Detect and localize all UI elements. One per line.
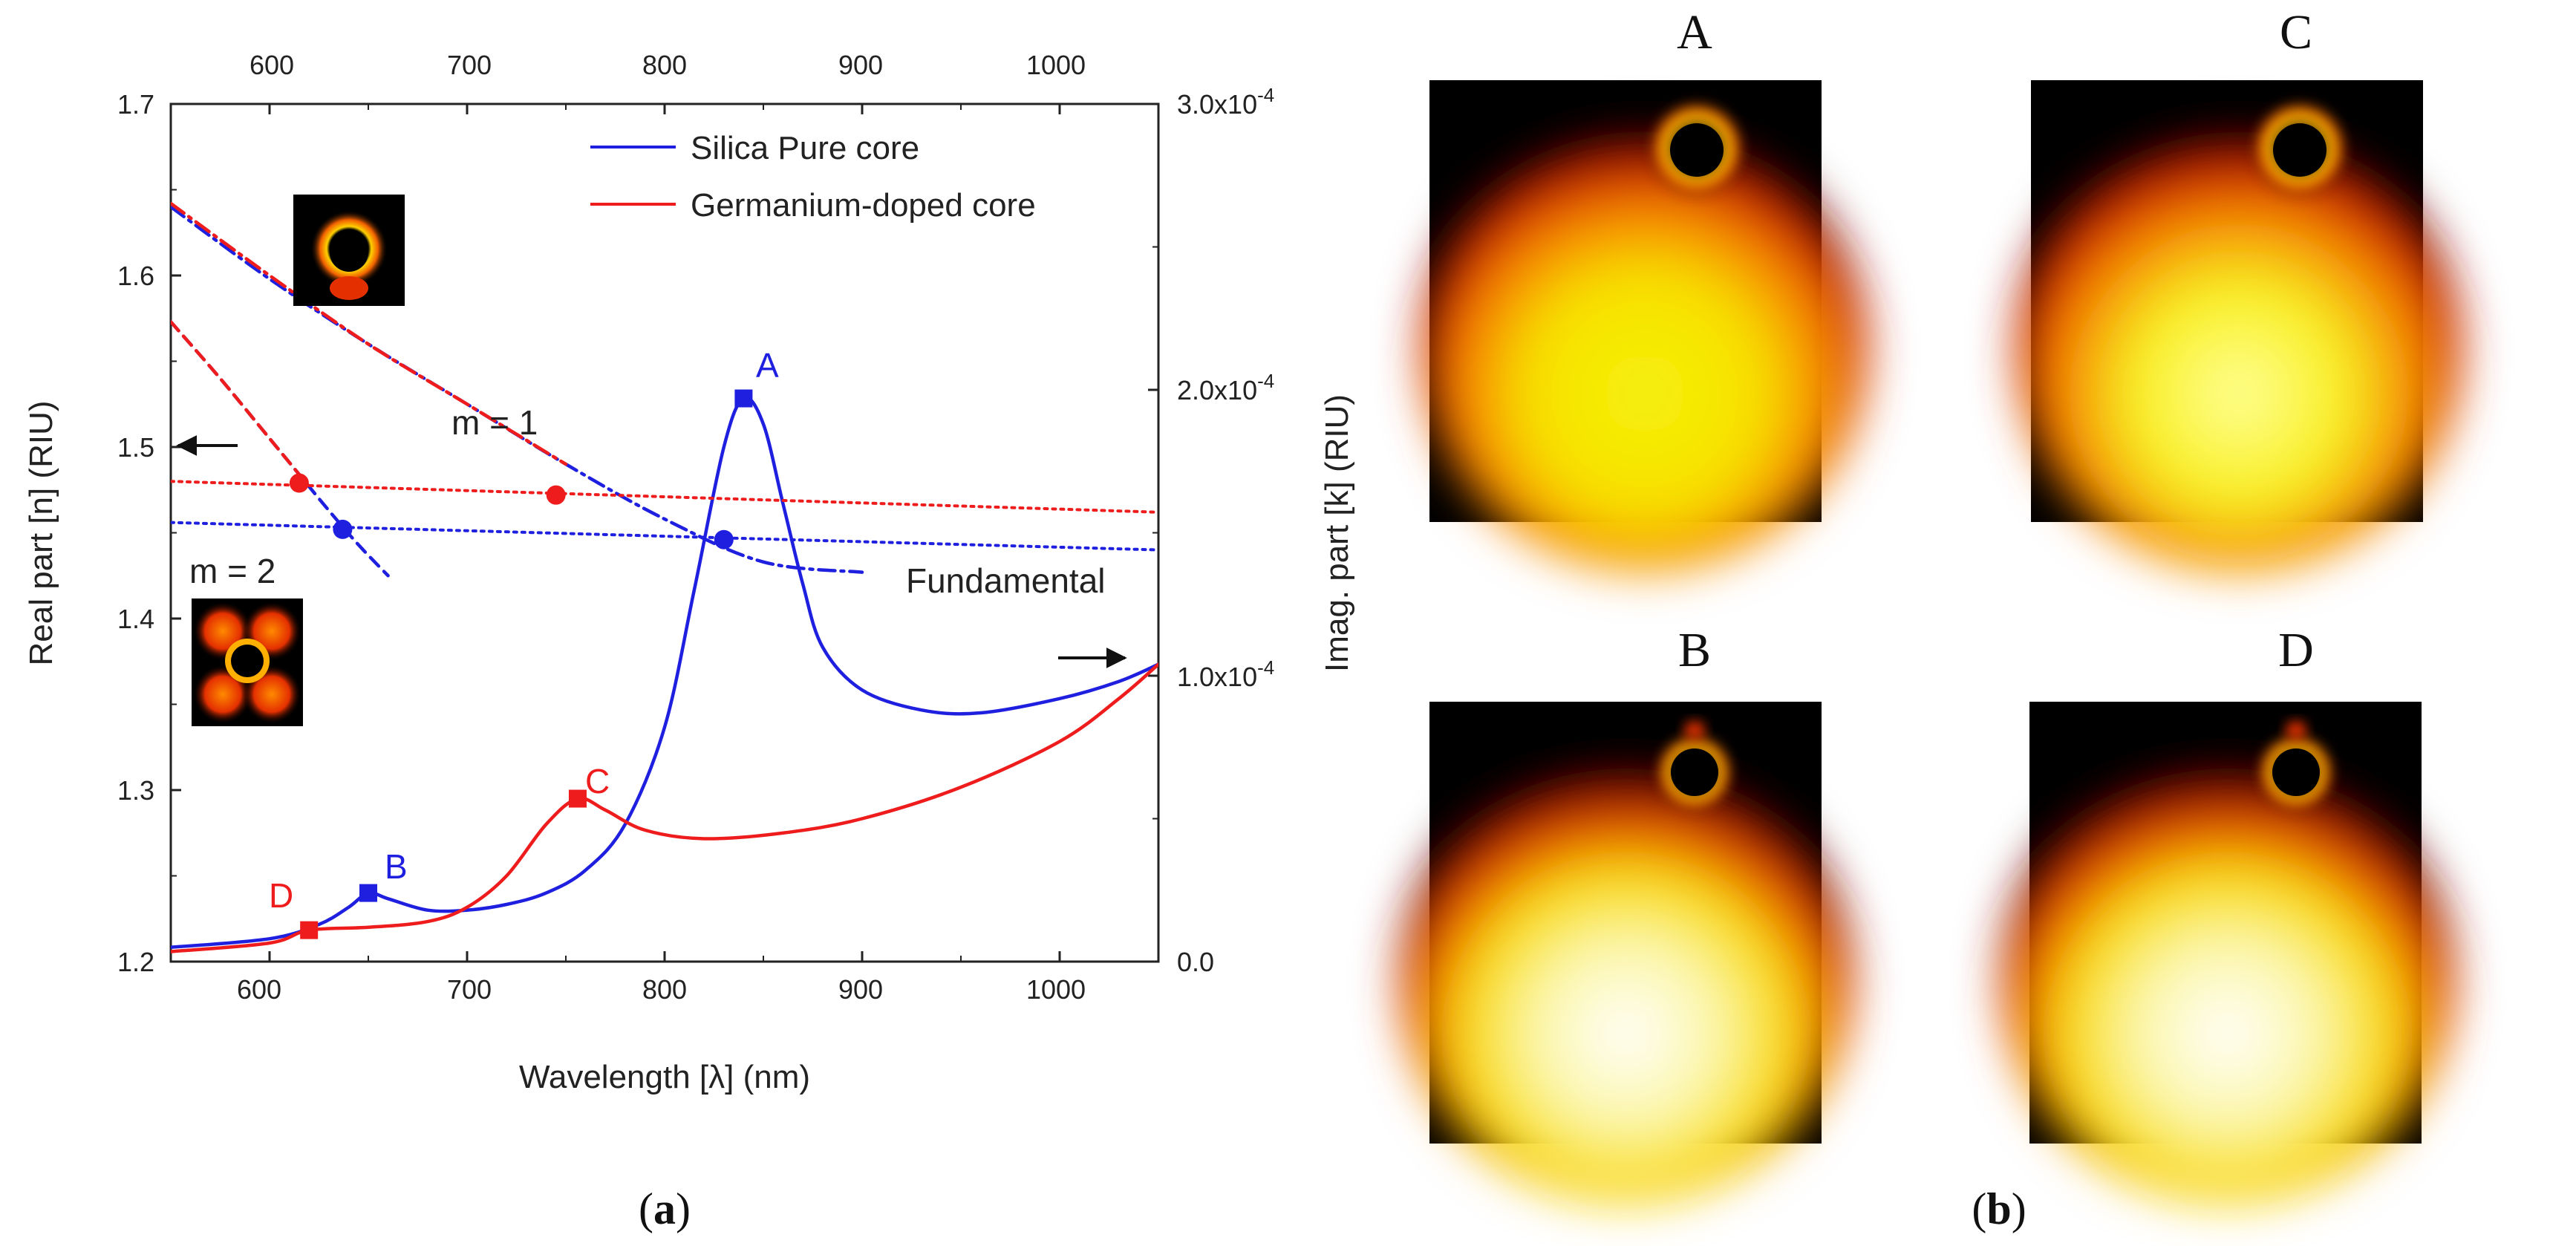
marker-point [546,485,566,505]
legend-label-germanium: Germanium-doped core [691,187,1036,224]
series-line-2 [171,205,864,574]
y-left-tick-label: 1.7 [117,89,154,120]
legend-label-silica: Silica Pure core [691,130,919,166]
x-tick-label-top: 700 [447,50,492,80]
marker-resonance-D [300,921,319,939]
y-right-tick-label: 3.0x10-4 [1177,84,1274,120]
y-left-tick-label: 1.2 [117,947,154,977]
x-tick-label: 600 [237,974,281,1005]
y-right-axis-title: Imag. part [k] (RIU) [1319,394,1355,672]
field-map-title-C: C [2280,5,2312,59]
x-axis-title: Wavelength [λ] (nm) [519,1059,810,1095]
y-left-tick-label: 1.4 [117,604,154,634]
tick-marks [170,102,1159,963]
y-left-tick-labels: 1.2 1.3 1.4 1.5 1.6 1.7 [117,89,154,977]
field-map-title-A: A [1677,5,1712,59]
field-map-C-core [2273,123,2326,177]
x-tick-label-top: 900 [838,50,883,80]
field-map-title-D: D [2278,623,2314,677]
x-tick-label: 700 [447,974,492,1005]
field-map-D-core [2272,748,2320,796]
y-left-tick-label: 1.3 [117,775,154,806]
field-map-B [1400,702,1853,1203]
y-left-tick-label: 1.6 [117,261,154,291]
marker-layer [289,389,753,939]
x-tick-label-top: 800 [642,50,687,80]
y-right-tick-label: 0.0 [1177,947,1214,977]
y-right-tick-labels: 0.0 1.0x10-4 2.0x10-4 3.0x10-4 [1177,84,1274,977]
series-line-7 [171,521,1158,552]
field-map-A-core [1670,123,1724,177]
marker-resonance-A [734,389,753,408]
x-tick-labels-top: 600 700 800 900 1000 [250,50,1086,80]
marker-point [714,529,734,549]
series-line-5 [171,320,301,477]
field-map-C [2016,80,2462,572]
x-tick-label: 900 [838,974,883,1005]
inset-m2-mode [192,598,303,726]
x-tick-labels-bottom: 600 700 800 900 1000 [237,974,1086,1005]
marker-resonance-C [568,789,587,808]
field-map-D-lobe [2286,721,2306,739]
field-map-C-glow [2016,126,2462,572]
annotation-C: C [585,762,610,800]
x-tick-label-top: 600 [250,50,294,80]
annotation-m1: m = 1 [451,403,538,442]
field-map-B-glow [1400,757,1853,1203]
field-map-D [2001,702,2454,1203]
caption-b: (b) [1972,1184,2026,1233]
inset-m2-core [231,645,264,677]
marker-point [289,473,309,493]
chart-panel-a: 600 700 800 900 1000 600 700 800 900 100… [23,50,1355,1095]
x-tick-label-top: 1000 [1026,50,1086,80]
y-right-tick-label: 1.0x10-4 [1177,656,1274,692]
field-map-title-B: B [1678,623,1711,677]
annotation-m2: m = 2 [189,552,275,590]
annotation-fundamental: Fundamental [906,561,1106,600]
series-line-3 [171,201,568,466]
field-map-B-core [1671,748,1718,796]
inset-m1-lobe [330,276,368,300]
series-line-6 [171,480,1158,514]
annotation-A: A [756,346,779,385]
field-map-B-lobe [1684,721,1705,739]
x-tick-label: 1000 [1026,974,1086,1005]
legend: Silica Pure core Germanium-doped core [590,130,1036,224]
series-line-0 [171,396,1158,949]
field-map-A [1422,80,1868,572]
inset-m1-core [330,233,368,272]
annotation-B: B [385,847,408,886]
field-map-D-glow [2001,757,2454,1203]
marker-resonance-B [359,884,377,902]
y-right-tick-label: 2.0x10-4 [1177,370,1274,405]
marker-point [333,519,353,539]
y-left-tick-label: 1.5 [117,432,154,463]
x-tick-label: 800 [642,974,687,1005]
y-left-axis-title: Real part [n] (RIU) [23,401,59,666]
field-map-A-glow [1422,126,1868,572]
caption-a: (a) [639,1184,691,1233]
inset-m1-mode [293,195,405,306]
annotation-D: D [269,876,293,915]
series-line-1 [171,662,1158,953]
field-maps-panel-b: A C B D [1400,5,2462,1203]
series-layer [171,201,1158,953]
